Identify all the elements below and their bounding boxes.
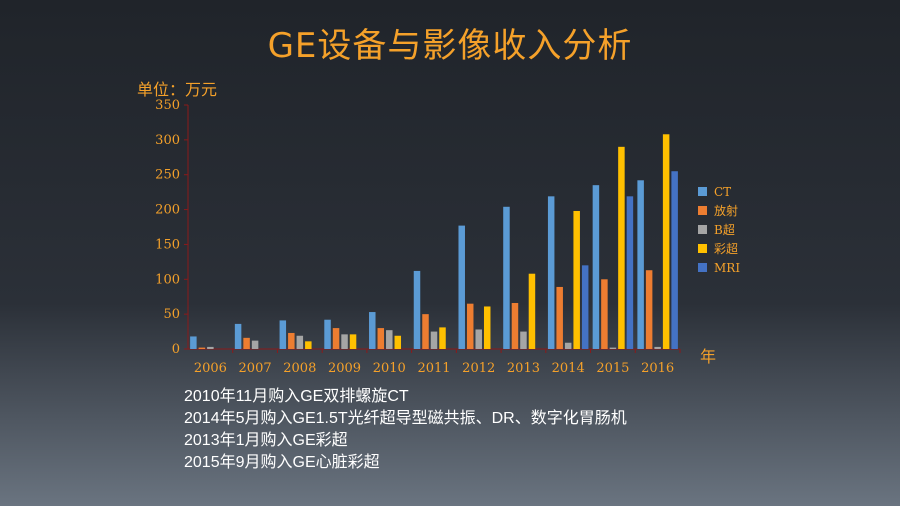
bar-3-2012 [483, 306, 491, 349]
bar-0-2016 [637, 180, 644, 349]
x-tick-label: 2015 [596, 361, 629, 376]
x-tick-label: 2010 [373, 361, 406, 376]
y-tick-label: 250 [155, 168, 180, 183]
note-line: 2013年1月购入GE彩超 [184, 432, 348, 449]
bar-2-2016 [654, 346, 661, 349]
bar-1-2007 [243, 337, 250, 349]
bar-0-2012 [458, 225, 465, 349]
bar-0-2009 [324, 319, 331, 349]
x-axis-unit-label: 年 [700, 347, 717, 366]
bar-2-2008 [296, 335, 304, 349]
bar-0-2010 [369, 312, 376, 349]
bar-0-2007 [234, 323, 242, 349]
bar-0-2006 [190, 336, 197, 349]
bar-2-2011 [430, 331, 438, 349]
bar-0-2013 [503, 206, 510, 349]
x-tick-label: 2013 [507, 361, 540, 376]
bar-2-2010 [386, 330, 393, 349]
y-tick-label: 50 [163, 307, 180, 322]
bar-1-2011 [422, 314, 429, 349]
bar-3-2014 [573, 210, 580, 349]
bar-1-2008 [288, 332, 295, 349]
legend-label: 放射 [714, 204, 739, 218]
note-line: 2014年5月购入GE1.5T光纤超导型磁共振、DR、数字化胃肠机 [184, 410, 627, 427]
chart-legend: CT 放射 B超 彩超 MRI [698, 182, 740, 277]
x-tick-label: 2011 [417, 361, 450, 376]
bar-3-2008 [305, 341, 312, 349]
legend-item-radiology: 放射 [698, 201, 740, 220]
bar-3-2015 [618, 146, 625, 349]
y-tick-label: 350 [155, 98, 180, 113]
y-axis-unit-label: 单位：万元 [137, 80, 218, 99]
bar-2-2014 [564, 342, 572, 349]
equipment-notes: 2010年11月购入GE双排螺旋CT 2014年5月购入GE1.5T光纤超导型磁… [184, 386, 627, 474]
note-line: 2010年11月购入GE双排螺旋CT [184, 388, 409, 405]
x-tick-label: 2012 [462, 361, 495, 376]
legend-swatch [698, 263, 707, 272]
bar-1-2015 [601, 279, 608, 349]
y-tick-label: 0 [172, 342, 180, 357]
x-tick-label: 2009 [328, 361, 361, 376]
bar-2-2012 [475, 329, 482, 349]
legend-item-ultrasound: B超 [698, 220, 740, 239]
legend-swatch [698, 244, 707, 253]
bar-1-2012 [466, 303, 474, 349]
bar-3-2010 [394, 335, 402, 349]
bar-0-2014 [547, 196, 555, 349]
bar-2-2009 [341, 334, 348, 349]
x-tick-label: 2016 [641, 361, 674, 376]
page-title: GE设备与影像收入分析 [267, 26, 633, 66]
legend-item-mri: MRI [698, 258, 740, 277]
note-line: 2015年9月购入GE心脏彩超 [184, 454, 380, 471]
x-tick-label: 2007 [239, 361, 272, 376]
bar-4-2016 [671, 171, 678, 349]
bar-4-2014 [581, 265, 589, 349]
bar-0-2008 [279, 320, 287, 349]
legend-label: 彩超 [714, 242, 739, 256]
legend-label: B超 [714, 223, 735, 237]
y-tick-label: 100 [155, 272, 180, 287]
y-tick-label: 300 [155, 133, 180, 148]
bar-2-2007 [251, 340, 259, 349]
x-tick-label: 2014 [552, 361, 585, 376]
x-tick-label: 2006 [194, 361, 227, 376]
legend-swatch [698, 225, 707, 234]
bar-3-2013 [528, 273, 536, 349]
legend-label: CT [714, 184, 732, 199]
bar-1-2010 [377, 328, 385, 349]
x-tick-label: 2008 [283, 361, 316, 376]
bar-1-2006 [198, 347, 206, 349]
bar-3-2011 [439, 327, 446, 349]
bar-2-2006 [207, 346, 214, 349]
bar-0-2011 [413, 270, 421, 349]
bar-3-2016 [662, 134, 670, 349]
legend-swatch [698, 187, 707, 196]
legend-swatch [698, 206, 707, 215]
bar-4-2015 [626, 196, 634, 349]
bar-1-2014 [556, 286, 563, 349]
legend-item-ct: CT [698, 182, 740, 201]
bar-1-2009 [332, 328, 340, 349]
bar-0-2015 [592, 185, 600, 349]
legend-item-color-doppler: 彩超 [698, 239, 740, 258]
bar-2-2013 [520, 331, 527, 349]
y-tick-label: 200 [155, 203, 180, 218]
bar-2-2015 [609, 347, 617, 349]
bar-1-2013 [511, 302, 519, 349]
legend-label: MRI [714, 260, 741, 275]
bar-1-2016 [645, 270, 653, 349]
bar-3-2009 [349, 334, 357, 349]
y-tick-label: 150 [155, 237, 180, 252]
